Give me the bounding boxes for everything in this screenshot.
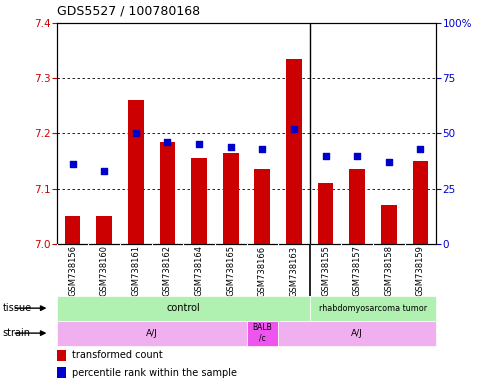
Text: GSM738161: GSM738161: [131, 245, 141, 296]
Text: GDS5527 / 100780168: GDS5527 / 100780168: [57, 4, 200, 17]
Text: GSM738158: GSM738158: [385, 245, 393, 296]
Bar: [57, 350, 66, 361]
Text: GSM738155: GSM738155: [321, 245, 330, 296]
Text: control: control: [166, 303, 200, 313]
Bar: [310, 296, 436, 321]
Bar: [246, 321, 278, 346]
Text: rhabdomyosarcoma tumor: rhabdomyosarcoma tumor: [319, 304, 427, 313]
Bar: [191, 158, 207, 244]
Text: GSM738157: GSM738157: [352, 245, 362, 296]
Bar: [286, 59, 302, 244]
Bar: [57, 367, 66, 379]
Text: GSM738156: GSM738156: [68, 245, 77, 296]
Text: GSM738165: GSM738165: [226, 245, 235, 296]
Point: [100, 168, 108, 174]
Point: [227, 144, 235, 150]
Text: BALB
/c: BALB /c: [252, 323, 272, 343]
Text: A/J: A/J: [352, 329, 363, 338]
Text: GSM738164: GSM738164: [195, 245, 204, 296]
Text: GSM738163: GSM738163: [289, 245, 298, 296]
Point: [321, 152, 329, 159]
Bar: [413, 161, 428, 244]
Text: GSM738160: GSM738160: [100, 245, 108, 296]
Bar: [350, 169, 365, 244]
Text: percentile rank within the sample: percentile rank within the sample: [72, 368, 237, 378]
Point: [290, 126, 298, 132]
Text: strain: strain: [2, 328, 31, 338]
Point: [258, 146, 266, 152]
Text: GSM738162: GSM738162: [163, 245, 172, 296]
Point: [195, 141, 203, 147]
Bar: [160, 142, 176, 244]
Bar: [254, 169, 270, 244]
Point: [164, 139, 172, 146]
Bar: [381, 205, 397, 244]
Bar: [223, 153, 239, 244]
Point: [385, 159, 393, 165]
Text: A/J: A/J: [146, 329, 157, 338]
Bar: [96, 216, 112, 244]
Bar: [65, 216, 80, 244]
Text: GSM738159: GSM738159: [416, 245, 425, 296]
Bar: [57, 296, 310, 321]
Point: [353, 152, 361, 159]
Point: [69, 161, 76, 167]
Text: GSM738166: GSM738166: [258, 245, 267, 296]
Point: [132, 131, 140, 137]
Text: tissue: tissue: [2, 303, 32, 313]
Point: [417, 146, 424, 152]
Bar: [128, 100, 143, 244]
Text: transformed count: transformed count: [72, 351, 163, 361]
Bar: [57, 321, 246, 346]
Bar: [317, 183, 333, 244]
Bar: [278, 321, 436, 346]
